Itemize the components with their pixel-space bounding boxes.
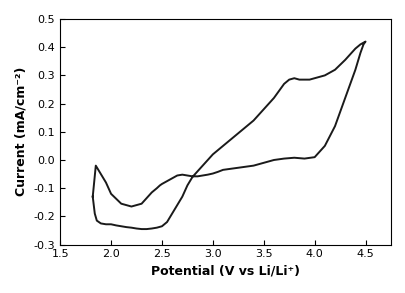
X-axis label: Potential (V vs Li/Li⁺): Potential (V vs Li/Li⁺) bbox=[151, 265, 299, 278]
Y-axis label: Current (mA/cm⁻²): Current (mA/cm⁻²) bbox=[15, 67, 28, 197]
